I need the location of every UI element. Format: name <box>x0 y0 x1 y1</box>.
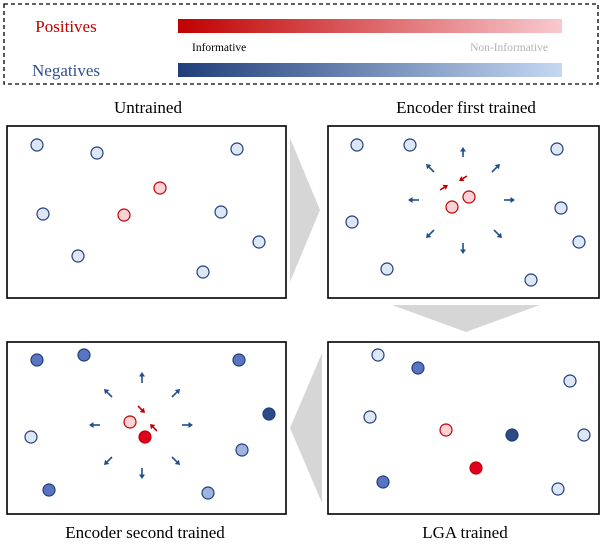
arrow-icon <box>460 147 466 157</box>
positive-sample <box>462 190 476 204</box>
negative-sample <box>36 207 50 221</box>
negative-sample <box>350 138 364 152</box>
arrow-icon <box>504 197 515 203</box>
panel-frame-encoder-second <box>6 341 287 515</box>
arrow-icon <box>104 389 113 398</box>
flow-arrow-left <box>290 353 322 503</box>
negative-sample <box>214 205 228 219</box>
negative-sample <box>524 273 538 287</box>
positive-sample <box>123 415 137 429</box>
negative-sample <box>77 348 91 362</box>
negative-sample <box>550 142 564 156</box>
negative-sample <box>551 482 565 496</box>
negative-sample <box>577 428 591 442</box>
positives-label: Positives <box>35 17 96 36</box>
arrow-icon <box>460 243 466 254</box>
negative-sample <box>232 353 246 367</box>
negative-sample <box>90 146 104 160</box>
negative-sample <box>24 430 38 444</box>
informative-label: Informative <box>192 42 246 54</box>
arrow-icon <box>426 229 435 238</box>
negative-sample <box>554 201 568 215</box>
positive-sample <box>117 208 131 222</box>
arrow-icon <box>171 456 180 465</box>
negative-sample <box>30 138 44 152</box>
panel-frame-encoder-first <box>327 125 600 299</box>
panel-title-untrained: Untrained <box>114 98 182 117</box>
arrow-icon <box>439 184 448 191</box>
negative-sample <box>380 262 394 276</box>
negative-sample <box>196 265 210 279</box>
arrow-icon <box>104 456 113 465</box>
negative-sample <box>252 235 266 249</box>
negative-sample <box>505 428 519 442</box>
arrow-icon <box>89 422 100 428</box>
negative-sample <box>411 361 425 375</box>
negative-sample <box>230 142 244 156</box>
negatives-label: Negatives <box>32 61 100 80</box>
positive-sample <box>469 461 483 475</box>
arrow-icon <box>182 422 193 428</box>
positive-sample <box>153 181 167 195</box>
negative-sample <box>201 486 215 500</box>
negative-sample <box>71 249 85 263</box>
panel-title-encoder-first: Encoder first trained <box>396 98 536 117</box>
negative-sample <box>572 235 586 249</box>
legend-frame <box>3 3 599 85</box>
panel-untrained <box>30 138 266 279</box>
repulsion-arrows <box>89 372 193 479</box>
arrow-icon <box>408 197 419 203</box>
negatives-gradient-bar <box>178 63 562 77</box>
panel-encoder-second <box>24 348 276 500</box>
repulsion-arrows <box>408 147 515 254</box>
negative-sample <box>30 353 44 367</box>
arrow-icon <box>426 164 435 173</box>
arrow-icon <box>139 372 145 383</box>
attraction-arrows <box>137 405 158 432</box>
negative-sample <box>376 475 390 489</box>
negative-sample <box>371 348 385 362</box>
panel-title-lga: LGA trained <box>422 523 508 542</box>
panel-encoder-first <box>345 138 586 287</box>
negative-sample <box>363 410 377 424</box>
arrow-icon <box>171 389 180 398</box>
legend: Positives Negatives Informative Non-Info… <box>3 3 599 85</box>
panel-frame-lga <box>327 341 600 515</box>
positive-sample <box>439 423 453 437</box>
panel-title-encoder-second: Encoder second trained <box>65 523 225 542</box>
panel-lga <box>363 348 591 496</box>
flow-arrow-down <box>392 305 540 332</box>
attraction-arrows <box>439 175 468 191</box>
panel-frame-untrained <box>6 125 287 299</box>
arrow-icon <box>139 468 145 479</box>
positives-gradient-bar <box>178 19 562 33</box>
negative-sample <box>262 407 276 421</box>
negative-sample <box>403 138 417 152</box>
negative-sample <box>563 374 577 388</box>
arrow-icon <box>459 175 468 182</box>
arrow-icon <box>491 164 500 173</box>
negative-sample <box>235 443 249 457</box>
arrow-icon <box>150 424 158 432</box>
flow-arrow-right <box>290 138 320 282</box>
positive-sample <box>138 430 152 444</box>
non-informative-label: Non-Informative <box>470 42 548 54</box>
arrow-icon <box>493 229 502 238</box>
negative-sample <box>345 215 359 229</box>
positive-sample <box>445 200 459 214</box>
negative-sample <box>42 483 56 497</box>
arrow-icon <box>137 405 145 413</box>
